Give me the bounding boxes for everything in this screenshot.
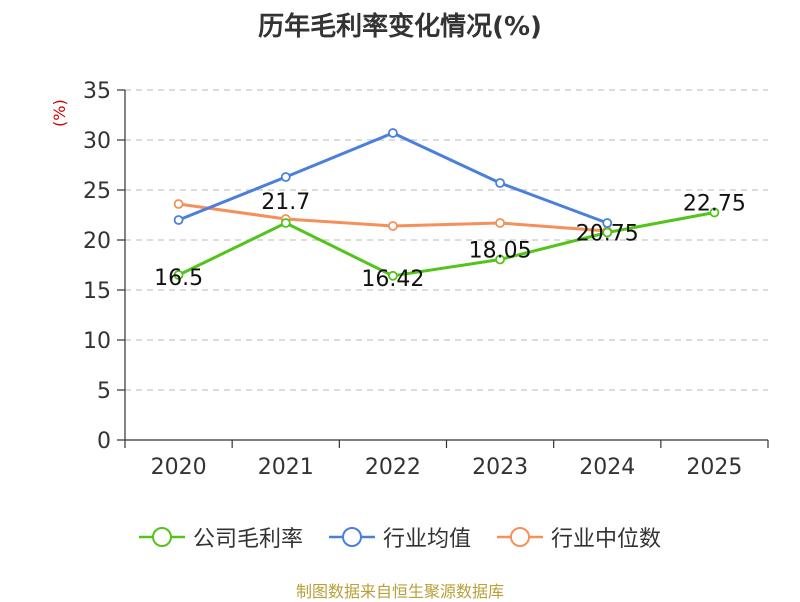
data-point <box>388 128 398 138</box>
source-note: 制图数据来自恒生聚源数据库 <box>295 582 504 601</box>
legend-marker-icon <box>328 527 375 547</box>
legend-item[interactable]: 行业均值 <box>328 521 471 553</box>
legend: 公司毛利率 行业均值 行业中位数 <box>0 520 800 554</box>
y-tick-label: 5 <box>97 379 111 404</box>
legend-label: 行业中位数 <box>551 527 662 552</box>
series-line <box>177 211 715 278</box>
data-point <box>173 270 184 280</box>
legend-marker-icon <box>497 527 543 547</box>
y-tick-label: 25 <box>83 179 111 204</box>
data-point <box>280 172 291 182</box>
data-point <box>495 254 505 265</box>
x-tick-label: 2025 <box>686 455 742 480</box>
data-point <box>602 218 613 228</box>
x-tick-label: 2023 <box>472 455 528 480</box>
chart-title: 历年毛利率变化情况(%) <box>258 12 542 42</box>
legend-label: 行业均值 <box>382 527 471 552</box>
y-tick-label: 35 <box>83 79 111 104</box>
legend-item[interactable]: 行业中位数 <box>497 521 661 553</box>
x-tick-label: 2021 <box>258 455 314 480</box>
data-label: 16.5 <box>154 266 203 291</box>
data-point <box>709 207 720 218</box>
grid-layer <box>125 89 768 391</box>
legend-marker-icon <box>138 527 185 547</box>
data-point <box>602 227 613 238</box>
data-label-layer: 16.5 21.7 16.42 18.05 20.75 22.75 <box>154 190 746 292</box>
data-label: 16.42 <box>361 267 424 292</box>
series-layer <box>173 128 720 281</box>
legend-label: 公司毛利率 <box>192 527 303 552</box>
y-tick-label: 15 <box>83 279 111 304</box>
y-tick-label: 0 <box>97 429 111 454</box>
data-point <box>173 215 184 225</box>
y-tick-label: 30 <box>83 129 111 154</box>
data-label: 22.75 <box>683 192 746 217</box>
x-tick-label: 2020 <box>151 455 207 480</box>
data-point <box>388 270 398 281</box>
data-point <box>495 178 505 188</box>
data-label: 18.05 <box>469 239 532 264</box>
x-tick-label: 2022 <box>365 455 421 480</box>
data-label: 21.7 <box>261 190 310 215</box>
data-point <box>173 199 184 209</box>
series-line <box>178 131 608 225</box>
data-point <box>388 221 398 231</box>
y-tick-label: 10 <box>83 329 111 354</box>
data-point <box>495 218 505 228</box>
data-point <box>280 218 291 228</box>
y-tick-label: 20 <box>83 229 111 254</box>
data-label: 20.75 <box>576 222 639 247</box>
legend-item[interactable]: 公司毛利率 <box>138 521 303 553</box>
x-tick-label: 2024 <box>579 455 635 480</box>
